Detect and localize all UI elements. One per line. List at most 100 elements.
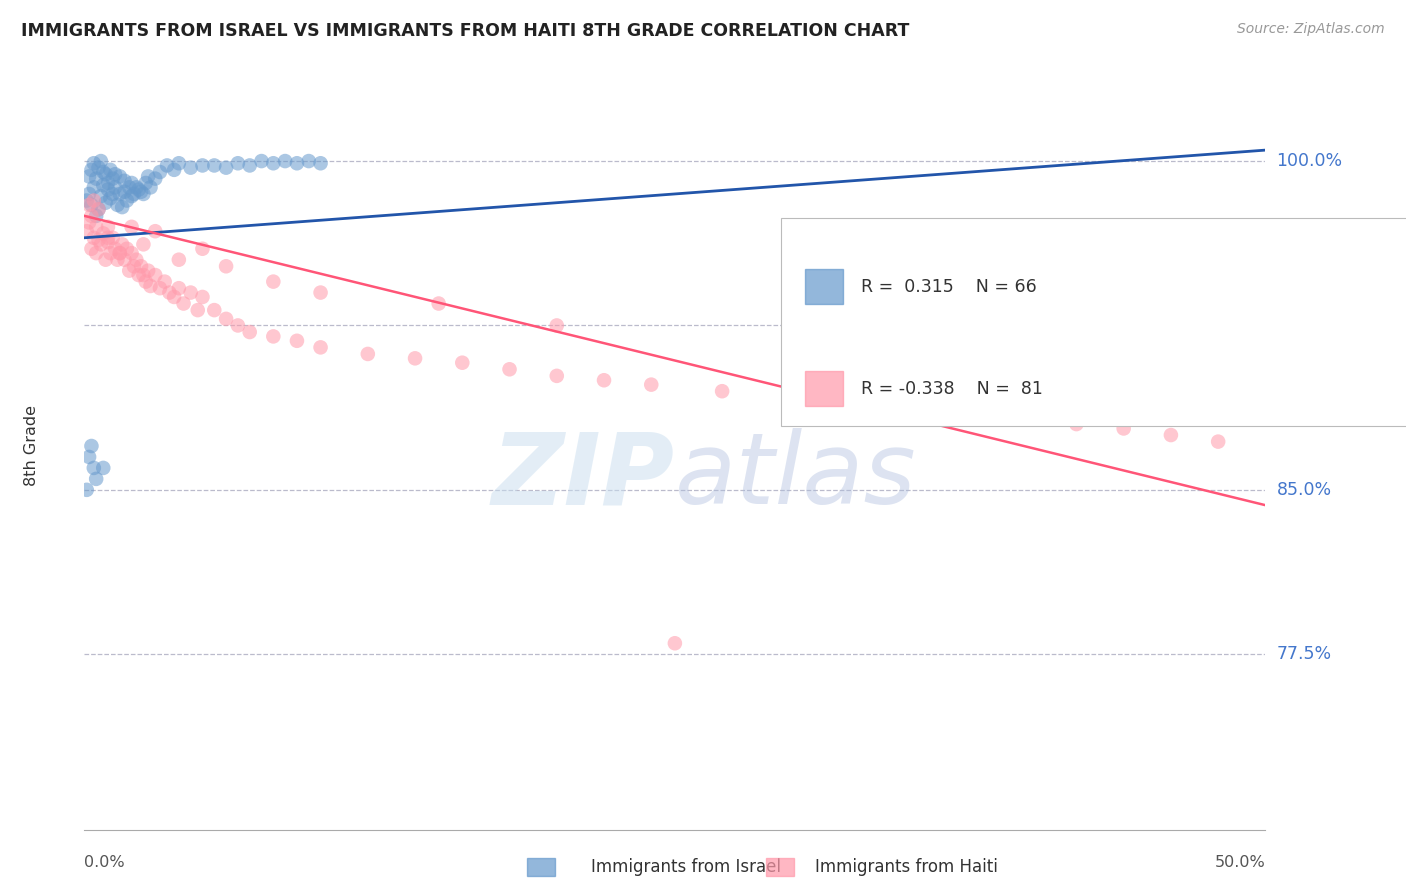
Point xyxy=(97,176,120,190)
Point xyxy=(202,303,225,318)
Point xyxy=(101,231,124,245)
Point xyxy=(101,186,124,201)
Text: 8th Grade: 8th Grade xyxy=(24,406,39,486)
Text: Immigrants from Haiti: Immigrants from Haiti xyxy=(815,858,998,876)
Point xyxy=(90,237,112,252)
Point xyxy=(115,242,138,256)
Point xyxy=(149,281,172,295)
Point xyxy=(135,275,157,289)
Point xyxy=(215,311,238,326)
Point xyxy=(107,198,129,212)
Point xyxy=(91,227,114,241)
Point xyxy=(111,237,134,252)
Point xyxy=(309,340,332,354)
Point xyxy=(114,252,136,267)
Point xyxy=(101,171,124,186)
Point xyxy=(108,246,131,260)
Point xyxy=(91,461,114,475)
Text: atlas: atlas xyxy=(675,428,917,525)
Text: 85.0%: 85.0% xyxy=(1277,481,1331,499)
Point xyxy=(135,176,157,190)
Point xyxy=(87,202,110,217)
Point xyxy=(498,362,520,376)
Point xyxy=(77,450,100,464)
Point xyxy=(711,384,734,399)
Point xyxy=(108,246,131,260)
Point xyxy=(121,176,143,190)
Point xyxy=(309,156,332,170)
Bar xyxy=(804,269,842,304)
Point xyxy=(262,275,284,289)
Point xyxy=(239,325,262,339)
Point xyxy=(404,351,426,366)
Point xyxy=(136,263,159,277)
Point xyxy=(80,209,103,223)
Text: Source: ZipAtlas.com: Source: ZipAtlas.com xyxy=(1237,22,1385,37)
Point xyxy=(114,185,136,199)
Text: 77.5%: 77.5% xyxy=(1277,645,1331,664)
Point xyxy=(87,202,110,217)
Point xyxy=(94,195,117,210)
Point xyxy=(163,290,186,304)
Point xyxy=(1160,428,1182,442)
Point xyxy=(90,189,112,203)
Point xyxy=(97,235,120,249)
Point xyxy=(173,296,195,310)
Point xyxy=(191,158,214,172)
Point xyxy=(593,373,616,387)
Point xyxy=(77,186,100,201)
Point xyxy=(226,156,249,170)
Point xyxy=(121,219,143,234)
Point xyxy=(80,242,103,256)
Point xyxy=(107,252,129,267)
Point xyxy=(274,154,297,169)
Point xyxy=(250,154,273,169)
Point xyxy=(77,198,100,212)
Point xyxy=(104,242,127,256)
Point xyxy=(121,246,143,260)
Point xyxy=(782,391,804,405)
Point xyxy=(132,268,155,282)
Point xyxy=(262,329,284,343)
Point xyxy=(136,169,159,184)
Point xyxy=(87,161,110,175)
Point xyxy=(156,158,179,172)
Point xyxy=(84,171,107,186)
Point xyxy=(128,268,150,282)
Point xyxy=(153,275,176,289)
Point xyxy=(122,260,145,274)
Point xyxy=(180,161,202,175)
Point xyxy=(132,186,155,201)
Point xyxy=(83,461,105,475)
Point xyxy=(84,246,107,260)
Point xyxy=(91,165,114,179)
Point xyxy=(108,169,131,184)
Point xyxy=(121,189,143,203)
Point xyxy=(139,180,162,194)
Point xyxy=(87,233,110,247)
Point xyxy=(104,180,127,194)
Point xyxy=(167,156,190,170)
Point xyxy=(84,219,107,234)
Point xyxy=(132,237,155,252)
Point xyxy=(122,186,145,201)
Point xyxy=(76,224,98,238)
Point xyxy=(285,334,308,348)
Point xyxy=(129,260,152,274)
Point xyxy=(97,219,120,234)
Point xyxy=(83,180,105,194)
Point xyxy=(215,260,238,274)
Text: 0.0%: 0.0% xyxy=(84,855,125,870)
Point xyxy=(76,483,98,497)
Point xyxy=(664,636,686,650)
Point xyxy=(1112,421,1135,435)
Point xyxy=(191,242,214,256)
Point xyxy=(546,368,568,383)
Point xyxy=(77,169,100,184)
Point xyxy=(285,156,308,170)
Point xyxy=(298,154,321,169)
Point xyxy=(1018,410,1040,425)
Text: 100.0%: 100.0% xyxy=(1277,152,1343,170)
Point xyxy=(202,158,225,172)
Point xyxy=(118,263,141,277)
